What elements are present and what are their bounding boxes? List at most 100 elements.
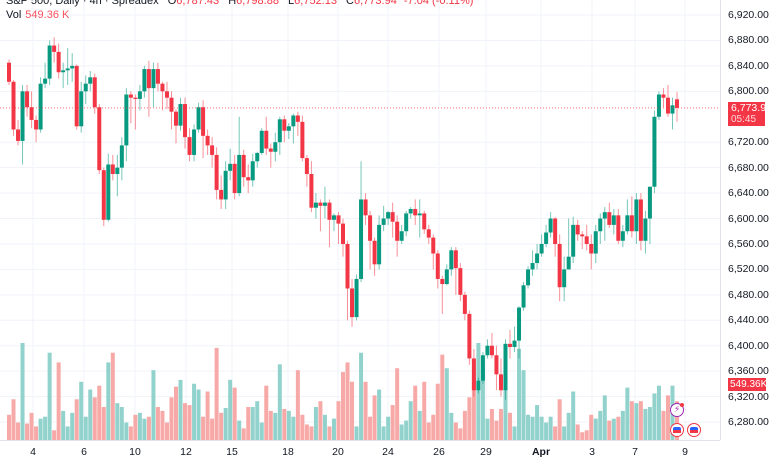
candle-body[interactable] [480, 355, 485, 381]
candle-body[interactable] [97, 107, 102, 171]
candle-body[interactable] [489, 345, 494, 356]
candle-body[interactable] [34, 119, 39, 130]
candle-body[interactable] [440, 278, 445, 285]
candle-body[interactable] [647, 186, 652, 219]
candle-body[interactable] [359, 199, 364, 279]
candle-body[interactable] [431, 237, 436, 254]
candle-body[interactable] [70, 65, 75, 69]
candle-body[interactable] [304, 158, 309, 174]
candle-body[interactable] [313, 202, 318, 208]
candle-body[interactable] [223, 170, 228, 200]
candle-body[interactable] [548, 218, 553, 233]
us-flag-event-icon[interactable] [670, 423, 684, 437]
candle-body[interactable] [210, 145, 215, 155]
candle-body[interactable] [300, 121, 305, 159]
candle-body[interactable] [616, 215, 621, 241]
candle-body[interactable] [128, 94, 133, 98]
candle-body[interactable] [377, 224, 382, 265]
candle-body[interactable] [92, 77, 97, 108]
candle-body[interactable] [268, 148, 273, 152]
candle-body[interactable] [593, 231, 598, 254]
candle-body[interactable] [11, 81, 16, 130]
candle-body[interactable] [151, 69, 156, 89]
candle-body[interactable] [65, 68, 70, 71]
time-axis[interactable]: 4 6 10 12 15 18 20 24 26 29 Apr 3 7 9 [0, 440, 720, 471]
candle-body[interactable] [503, 343, 508, 391]
candle-body[interactable] [665, 97, 670, 114]
candle-body[interactable] [259, 130, 264, 154]
candle-body[interactable] [602, 212, 607, 219]
candle-body[interactable] [155, 69, 160, 84]
candle-body[interactable] [74, 65, 79, 127]
candle-body[interactable] [201, 107, 206, 136]
candle-body[interactable] [169, 97, 174, 112]
candle-body[interactable] [530, 263, 535, 270]
candle-body[interactable] [115, 167, 120, 174]
price-axis[interactable]: 6,280.00 6,320.00 6,360.00 6,400.00 6,440.00… [720, 0, 780, 440]
candle-body[interactable] [295, 115, 300, 122]
candle-body[interactable] [61, 70, 66, 73]
candle-body[interactable] [250, 161, 255, 181]
candle-body[interactable] [404, 213, 409, 232]
candlestick-chart[interactable] [0, 0, 720, 440]
candle-body[interactable] [625, 215, 630, 232]
candle-body[interactable] [571, 224, 576, 257]
candle-body[interactable] [146, 69, 151, 89]
candle-body[interactable] [462, 294, 467, 314]
candle-body[interactable] [566, 256, 571, 270]
candle-body[interactable] [106, 164, 111, 220]
candle-body[interactable] [643, 218, 648, 241]
candle-body[interactable] [237, 154, 242, 194]
candle-body[interactable] [241, 154, 246, 178]
candle-body[interactable] [598, 218, 603, 232]
symbol-title[interactable]: S&P 500, Daily · 4h · Spreadex [6, 0, 159, 7]
candle-body[interactable] [395, 221, 400, 241]
candle-body[interactable] [219, 189, 224, 200]
candle-body[interactable] [575, 224, 580, 235]
candle-body[interactable] [557, 243, 562, 288]
volume-label[interactable]: Vol [6, 9, 22, 21]
candle-body[interactable] [133, 97, 138, 99]
candle-body[interactable] [196, 107, 201, 130]
candle-body[interactable] [20, 91, 25, 141]
candle-body[interactable] [277, 119, 282, 143]
candle-body[interactable] [607, 212, 612, 225]
candle-body[interactable] [246, 177, 251, 181]
candle-body[interactable] [7, 62, 11, 82]
candle-body[interactable] [417, 213, 422, 216]
candle-body[interactable] [449, 250, 454, 270]
candle-body[interactable] [584, 236, 589, 244]
candle-body[interactable] [498, 374, 503, 391]
candle-body[interactable] [183, 104, 188, 138]
candle-body[interactable] [336, 215, 341, 224]
candle-body[interactable] [318, 202, 323, 206]
candle-body[interactable] [29, 107, 34, 120]
candle-body[interactable] [25, 91, 30, 108]
candle-body[interactable] [611, 215, 616, 225]
candle-body[interactable] [192, 129, 197, 155]
candle-body[interactable] [494, 355, 499, 375]
us-flag-event-icon[interactable] [687, 423, 701, 437]
candle-body[interactable] [526, 269, 531, 286]
candle-body[interactable] [205, 135, 210, 146]
candle-body[interactable] [471, 358, 476, 391]
candle-body[interactable] [83, 83, 88, 92]
candle-body[interactable] [228, 163, 233, 171]
candle-body[interactable] [322, 202, 327, 206]
candle-body[interactable] [661, 94, 666, 98]
candle-body[interactable] [354, 278, 359, 318]
candle-body[interactable] [187, 137, 192, 155]
candle-body[interactable] [544, 232, 549, 244]
candle-body[interactable] [521, 285, 526, 308]
candle-body[interactable] [88, 77, 93, 84]
candle-body[interactable] [341, 223, 345, 244]
candle-body[interactable] [264, 130, 269, 149]
candle-body[interactable] [620, 231, 625, 241]
candle-body[interactable] [656, 94, 661, 117]
candle-body[interactable] [675, 99, 679, 108]
candle-body[interactable] [435, 253, 440, 279]
candle-body[interactable] [160, 83, 165, 92]
candle-body[interactable] [508, 343, 512, 347]
candle-body[interactable] [273, 142, 278, 152]
candle-body[interactable] [368, 215, 373, 241]
